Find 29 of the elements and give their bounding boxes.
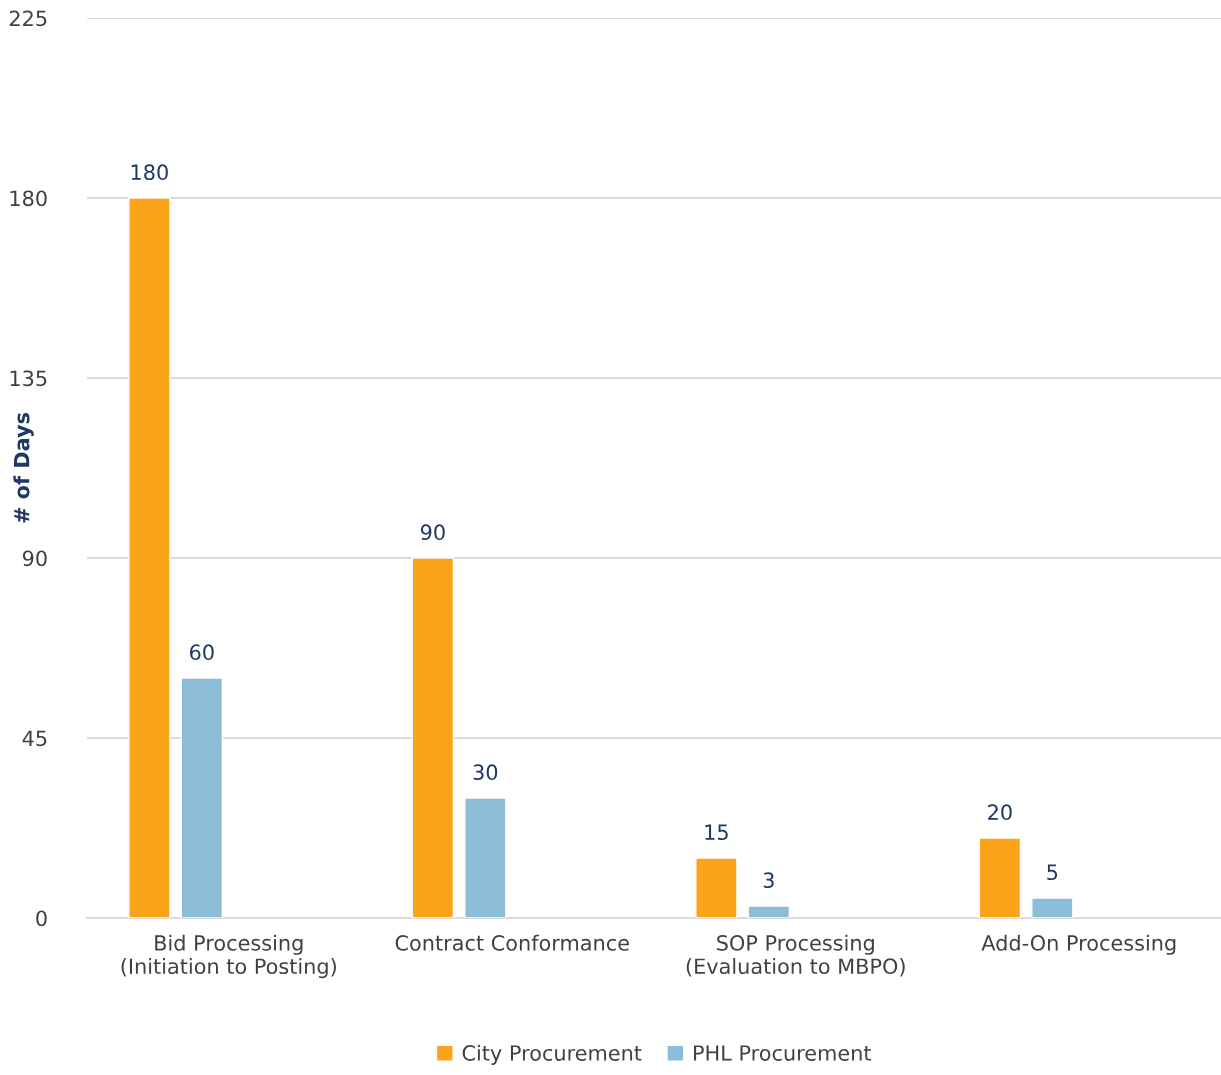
data-label: 90 [420,524,445,541]
y-tick-label: 0 [36,910,47,927]
data-label: 20 [988,804,1012,821]
y-tick-label: 225 [9,10,47,27]
x-tick-label: Add-On Processing [981,934,1176,955]
bar [695,857,738,918]
y-tick-label: 45 [22,730,47,747]
bar [180,677,224,918]
legend-label: City Procurement [462,1044,642,1065]
bar [411,557,455,918]
data-label: 5 [1047,864,1058,881]
data-label: 30 [473,764,498,781]
legend-label: PHL Procurement [694,1045,872,1061]
bar [464,797,507,918]
y-tick-label: 90 [22,550,47,567]
bar [128,197,171,918]
bar [1031,897,1074,918]
y-axis-title: # of Days [13,412,34,523]
x-tick-label: Contract Conformance [395,934,629,951]
data-label: 180 [131,164,168,181]
x-tick-label: SOP Processing (Evaluation to MBPO) [686,934,905,977]
bar [978,837,1022,918]
data-label: 15 [705,824,728,841]
data-label: 3 [763,872,774,889]
x-tick-label: Bid Processing (Initiation to Posting) [121,934,336,979]
y-tick-label: 135 [10,370,47,387]
bar [747,905,791,918]
y-tick-label: 180 [10,190,47,207]
data-label: 60 [190,644,214,661]
